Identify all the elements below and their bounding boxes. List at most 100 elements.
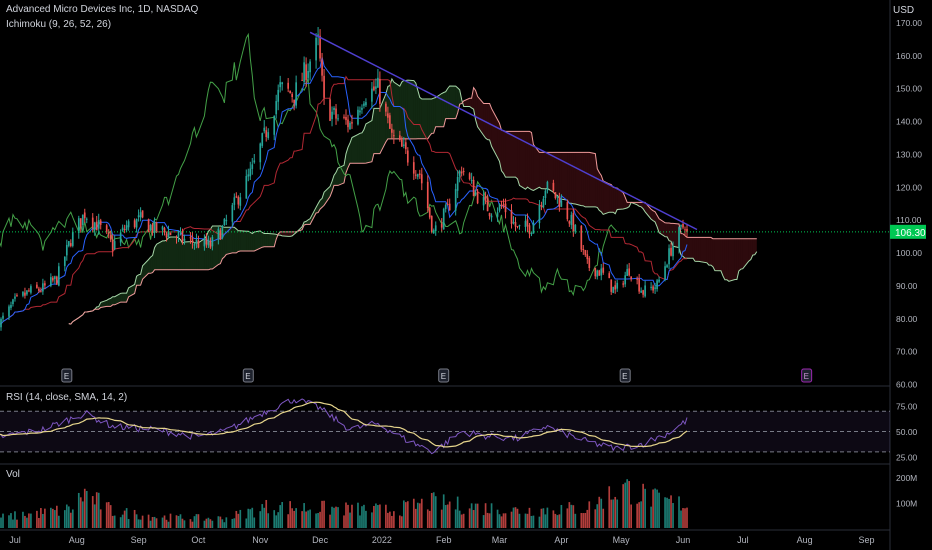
volume-legend: Vol (6, 469, 20, 480)
volume-bar (640, 501, 642, 528)
candle-body (71, 231, 74, 246)
candle (400, 136, 403, 147)
cloud-segment (529, 131, 532, 190)
candle-body (622, 283, 625, 285)
candle-body (343, 116, 345, 118)
cloud-segment (357, 133, 360, 164)
candle-body (121, 227, 124, 231)
volume-bar (406, 501, 409, 528)
volume-bar (351, 504, 353, 528)
candle-body (616, 282, 619, 289)
candle-body (504, 203, 507, 213)
volume-bar (526, 513, 529, 528)
volume-bar (137, 519, 140, 528)
volume-bar (572, 505, 575, 528)
candle (616, 279, 619, 292)
candle (16, 293, 18, 297)
cloud-segment (419, 97, 422, 139)
volume-bar (83, 488, 86, 528)
cloud-segment (557, 152, 560, 199)
volume-bar (305, 511, 307, 528)
cloud-segment (710, 237, 713, 267)
cloud-segment (108, 298, 111, 307)
candle-body (42, 283, 44, 292)
candle-body (399, 135, 401, 141)
candle-body (233, 197, 236, 205)
cloud-segment (371, 108, 374, 162)
cloud-segment (282, 231, 289, 237)
candle-body (349, 122, 351, 130)
candle (245, 169, 248, 199)
cloud-segment (347, 142, 350, 168)
candle-body (510, 210, 513, 224)
candle (552, 179, 555, 193)
candle-body (600, 268, 603, 276)
volume-bar (608, 486, 611, 528)
candle (444, 203, 447, 213)
cloud-segment (754, 238, 757, 255)
candle-body (588, 258, 591, 269)
candle-body (151, 224, 154, 233)
candle (349, 121, 351, 131)
cloud-segment (543, 152, 546, 189)
volume-bar (504, 513, 507, 528)
candle (582, 245, 585, 255)
volume-bar (317, 512, 319, 528)
candle (295, 75, 297, 109)
volume-bar (460, 514, 463, 528)
candle-body (259, 143, 262, 163)
candle-body (556, 195, 559, 198)
candle-body (305, 64, 307, 81)
candle-body (514, 222, 517, 227)
candle (99, 218, 102, 230)
cloud-segment (525, 131, 528, 190)
volume-bar (127, 519, 130, 528)
candle (333, 106, 335, 115)
candle (574, 224, 577, 234)
candle (105, 223, 108, 235)
candle (379, 71, 381, 112)
candle (219, 227, 222, 240)
volume-bar (141, 515, 144, 528)
candle (109, 230, 112, 243)
cloud-segment (379, 93, 386, 154)
candle-body (626, 269, 629, 276)
volume-bar (636, 503, 638, 528)
cloud-segment (625, 197, 628, 209)
volume-bar (12, 519, 14, 528)
cloud-segment (573, 152, 576, 204)
candle-body (133, 220, 136, 228)
volume-bar (570, 504, 573, 528)
volume-bar (273, 510, 276, 528)
candle (305, 57, 307, 88)
cloud-segment (316, 203, 319, 213)
candle-body (526, 219, 529, 227)
volume-bar (516, 508, 519, 528)
candle (235, 192, 238, 199)
candle-body (83, 212, 86, 219)
volume-bar (379, 504, 381, 528)
volume-bar (233, 518, 236, 528)
cloud-segment (601, 175, 604, 215)
cloud-segment (182, 242, 185, 270)
candle (612, 286, 615, 294)
candle (488, 212, 491, 220)
candle (432, 228, 435, 234)
candle-body (331, 111, 333, 120)
candle (195, 233, 198, 249)
cloud-segment (441, 92, 444, 127)
candle (331, 106, 333, 127)
candle-body (468, 173, 471, 180)
volume-bar (245, 518, 248, 528)
candle (608, 271, 611, 279)
candle (357, 106, 359, 126)
candle (554, 192, 557, 200)
candle (233, 193, 236, 211)
candle (546, 180, 549, 194)
earnings-marker: E (619, 368, 631, 383)
candle (24, 287, 26, 299)
candle (482, 190, 485, 211)
volume-bar (500, 516, 503, 528)
cloud-segment (539, 152, 542, 189)
